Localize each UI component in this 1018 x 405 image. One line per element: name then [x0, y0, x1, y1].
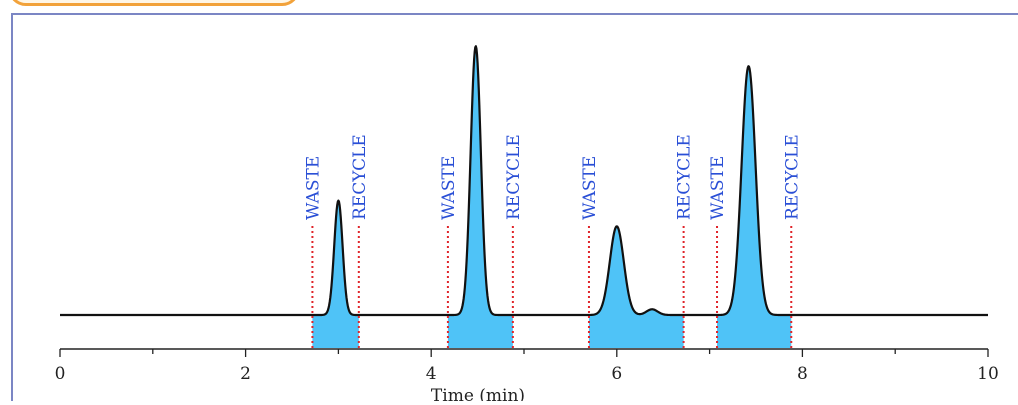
cut-label-waste-7: WASTE — [708, 156, 728, 220]
chromatogram-trace — [59, 45, 989, 317]
x-axis-label: Time (min) — [431, 386, 525, 401]
x-tick-label: 8 — [797, 364, 808, 384]
cut-label-waste-1: WASTE — [303, 156, 323, 220]
cut-label-waste-3: WASTE — [439, 156, 459, 220]
highlight-tab — [8, 0, 300, 6]
x-tick-label: 0 — [55, 364, 66, 384]
collected-region-1 — [312, 200, 359, 348]
collected-region-3 — [588, 226, 684, 348]
collected-region-2 — [447, 46, 513, 348]
collected-region-4 — [717, 66, 792, 349]
cut-label-recycle-6: RECYCLE — [675, 134, 695, 220]
cut-label-recycle-8: RECYCLE — [782, 134, 802, 220]
plot-frame — [11, 13, 1018, 401]
cut-label-recycle-2: RECYCLE — [350, 134, 370, 220]
x-tick-label: 10 — [977, 364, 999, 384]
cut-label-waste-5: WASTE — [580, 156, 600, 220]
x-tick-label: 6 — [611, 364, 622, 384]
cut-label-recycle-4: RECYCLE — [504, 134, 524, 220]
x-tick-label: 4 — [426, 364, 437, 384]
x-tick-label: 2 — [240, 364, 251, 384]
